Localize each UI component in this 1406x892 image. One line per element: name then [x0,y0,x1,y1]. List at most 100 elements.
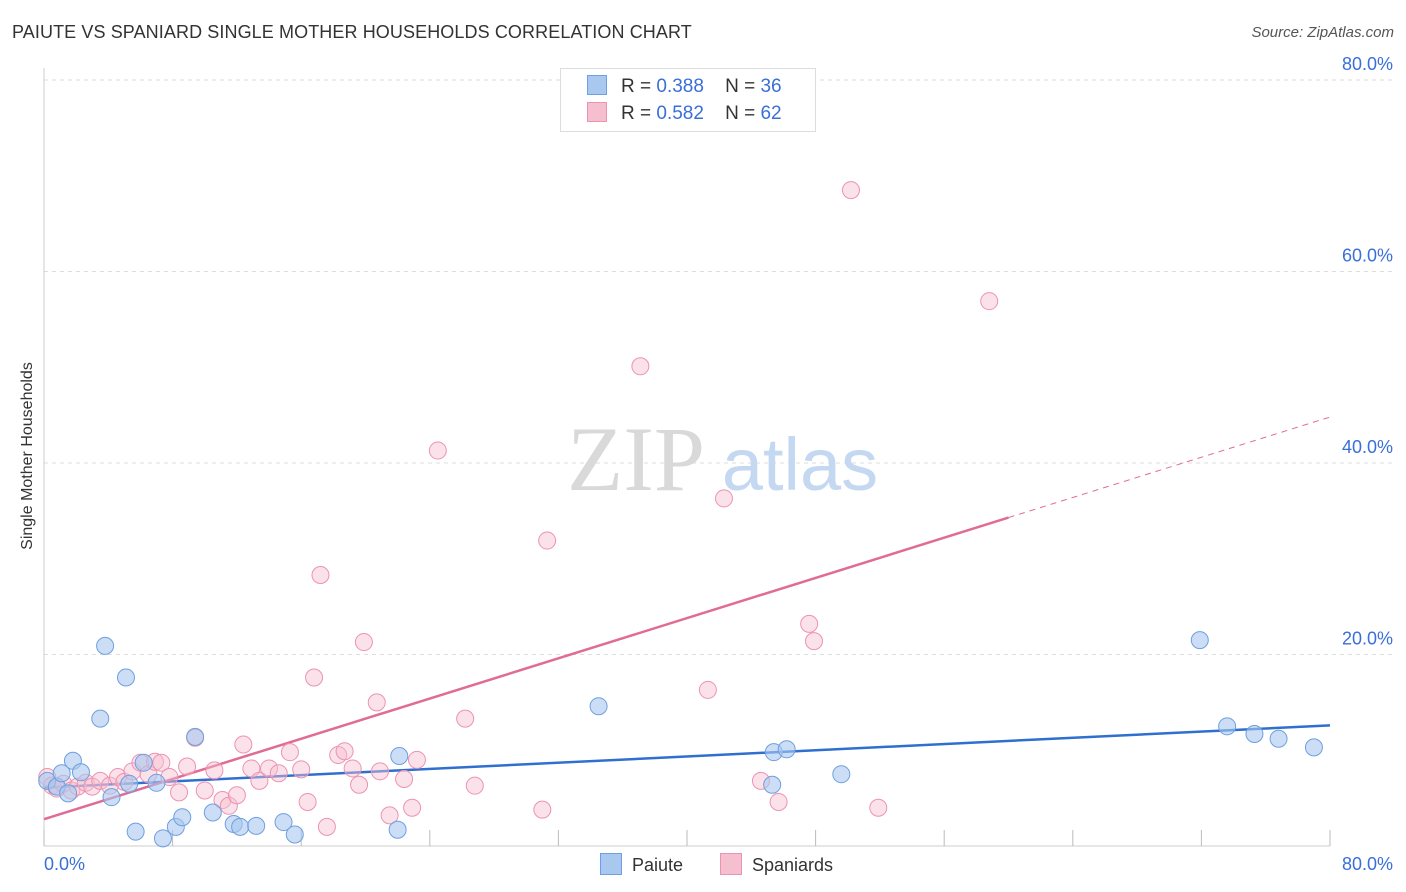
paiute-point-28 [763,775,782,794]
spaniards-point-16 [152,753,171,772]
spaniards-point-35 [311,566,330,585]
spaniards-point-61 [869,798,888,817]
spaniards-point-59 [804,632,823,651]
paiute-point-29 [777,740,796,759]
y-axis-label: Single Mother Households [19,362,36,550]
spaniards-point-58 [800,614,819,633]
spaniards-point-25 [227,786,246,805]
y-tick-labels: 20.0% 40.0% 60.0% 80.0% [1342,54,1393,649]
chart-title: PAIUTE VS SPANIARD SINGLE MOTHER HOUSEHO… [12,22,692,42]
spaniards-point-52 [538,531,557,550]
watermark: ZIP atlas [567,408,878,510]
spaniards-point-33 [298,792,317,811]
spaniards-point-60 [841,181,860,200]
data-points [38,181,1323,848]
paiute-swatch [587,75,607,95]
paiute-point-13 [147,773,166,792]
spaniards-point-18 [170,783,189,802]
paiute-point-25 [388,820,407,839]
paiute-point-7 [96,636,115,655]
paiute-n-value: 36 [760,76,782,97]
spaniards-point-28 [250,771,269,790]
spaniards-r-value: 0.582 [656,103,704,124]
bottom-legend-spaniards: Spaniards [720,853,833,876]
paiute-point-30 [832,765,851,784]
spaniards-point-47 [407,750,426,769]
paiute-r-value: 0.388 [656,76,704,97]
spaniards-point-45 [395,769,414,788]
trend-line-spaniards-1 [43,516,1009,821]
spaniards-point-53 [631,357,650,376]
paiute-n-label: N = [725,76,756,97]
spaniards-r-label: R = [621,103,652,124]
spaniards-n-value: 62 [760,103,782,124]
paiute-point-24 [390,746,409,765]
paiute-point-22 [274,813,293,832]
bottom-paiute-label: Paiute [632,855,684,875]
paiute-r-label: R = [621,76,652,97]
spaniards-point-43 [370,762,389,781]
spaniards-point-19 [178,757,197,776]
spaniards-point-30 [269,764,288,783]
paiute-point-34 [1269,729,1288,748]
paiute-point-14 [153,829,172,848]
x-tick-label-start: 0.0% [44,854,85,874]
spaniards-point-50 [465,776,484,795]
spaniards-point-8 [91,771,110,790]
source-label: Source: ZipAtlas.com [1251,24,1394,41]
paiute-point-18 [203,803,222,822]
spaniards-point-55 [714,489,733,508]
y-tick-label-0: 20.0% [1342,629,1393,649]
paiute-point-12 [134,753,153,772]
trend-lines [43,416,1331,821]
stats-legend: R = 0.388 N = 36 R = 0.582 N = 62 [560,68,816,132]
paiute-point-35 [1304,738,1323,757]
spaniards-point-46 [403,798,422,817]
paiute-point-23 [285,825,304,844]
paiute-point-9 [116,668,135,687]
spaniards-point-34 [305,668,324,687]
spaniards-point-44 [380,806,399,825]
paiute-point-33 [1245,724,1264,743]
grid-lines [44,79,1393,655]
spaniards-point-51 [533,800,552,819]
spaniards-point-32 [292,760,311,779]
spaniards-point-29 [260,759,279,778]
spaniards-point-48 [428,441,447,460]
legend-row-paiute: R = 0.388 N = 36 [587,75,782,97]
spaniards-n-label: N = [725,103,756,124]
paiute-point-11 [126,822,145,841]
paiute-point-31 [1190,631,1209,650]
spaniards-point-36 [317,817,336,836]
paiute-point-26 [589,697,608,716]
paiute-point-3 [59,784,78,803]
y-tick-label-3: 80.0% [1342,54,1393,74]
spaniards-point-22 [205,761,224,780]
paiute-point-10 [120,774,139,793]
paiute-point-32 [1218,717,1237,736]
spaniards-point-49 [456,709,475,728]
spaniards-point-26 [234,735,253,754]
watermark-zip: ZIP [567,408,705,510]
bottom-legend-paiute: Paiute [600,853,683,876]
spaniards-point-38 [335,742,354,761]
spaniards-swatch [587,102,607,122]
spaniards-point-31 [280,743,299,762]
axes [43,68,1331,847]
spaniards-point-62 [980,292,999,311]
bottom-spaniards-label: Spaniards [752,855,834,875]
spaniards-point-21 [195,781,214,800]
trend-line-spaniards-2 [1008,416,1331,519]
bottom-paiute-swatch [600,853,622,875]
paiute-point-2 [52,764,71,783]
spaniards-point-41 [354,633,373,652]
spaniards-point-40 [350,775,369,794]
x-tick-label-end: 80.0% [1342,854,1393,874]
bottom-spaniards-swatch [720,853,742,875]
y-tick-label-1: 40.0% [1342,437,1393,457]
spaniards-point-39 [343,759,362,778]
spaniards-point-57 [769,792,788,811]
paiute-point-6 [91,709,110,728]
x-tick-labels: 0.0% 80.0% [44,854,1393,874]
